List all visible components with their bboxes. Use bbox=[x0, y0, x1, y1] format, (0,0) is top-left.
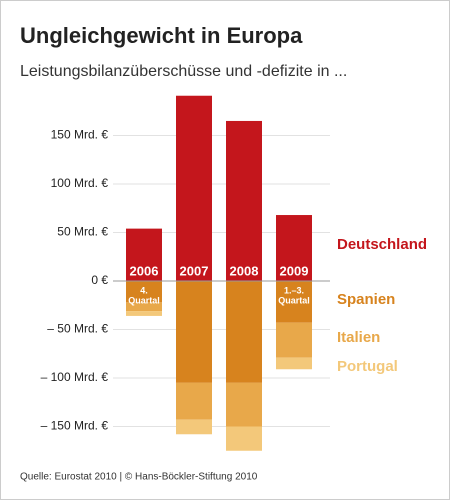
bar-segment bbox=[226, 281, 262, 383]
category-note: 1.–3. bbox=[284, 285, 304, 295]
bar-segment bbox=[276, 215, 312, 281]
bar-segment bbox=[276, 281, 312, 323]
category-note: Quartal bbox=[128, 295, 160, 305]
bar-segment bbox=[126, 311, 162, 316]
chart-title: Ungleichgewicht in Europa bbox=[20, 23, 303, 48]
bar-segment bbox=[226, 426, 262, 451]
category-label: 2008 bbox=[230, 263, 259, 278]
category-label: 2006 bbox=[130, 263, 159, 278]
category-label: 2007 bbox=[180, 263, 209, 278]
y-tick-label: – 50 Mrd. € bbox=[47, 322, 108, 336]
bar-segment bbox=[126, 281, 162, 303]
y-tick-label: 100 Mrd. € bbox=[51, 176, 109, 190]
bar-segment bbox=[176, 281, 212, 383]
category-note: 4. bbox=[140, 285, 148, 295]
bar-segment bbox=[126, 302, 162, 312]
bar-segment bbox=[276, 357, 312, 370]
bar-segment bbox=[176, 419, 212, 435]
y-tick-label: 0 € bbox=[91, 273, 108, 287]
legend-label: Italien bbox=[337, 329, 380, 346]
source: Quelle: Eurostat 2010 | © Hans-Böckler-S… bbox=[20, 472, 258, 483]
bar-segment bbox=[226, 120, 262, 281]
y-tick-label: 50 Mrd. € bbox=[57, 225, 108, 239]
legend-label: Spanien bbox=[337, 291, 395, 308]
legend-label: Deutschland bbox=[337, 236, 427, 253]
legend-label: Portugal bbox=[337, 358, 398, 375]
category-label: 2009 bbox=[280, 263, 309, 278]
y-tick-label: – 150 Mrd. € bbox=[41, 419, 109, 433]
chart-subtitle: Leistungsbilanzüberschüsse und -defizite… bbox=[20, 63, 347, 80]
bar-segment bbox=[126, 228, 162, 281]
bar-segment bbox=[176, 95, 212, 281]
y-tick-label: 150 Mrd. € bbox=[51, 128, 109, 142]
bar-segment bbox=[176, 382, 212, 420]
bar-segment bbox=[276, 322, 312, 358]
bar-segment bbox=[226, 382, 262, 427]
y-tick-label: – 100 Mrd. € bbox=[41, 370, 109, 384]
category-note: Quartal bbox=[278, 295, 310, 305]
